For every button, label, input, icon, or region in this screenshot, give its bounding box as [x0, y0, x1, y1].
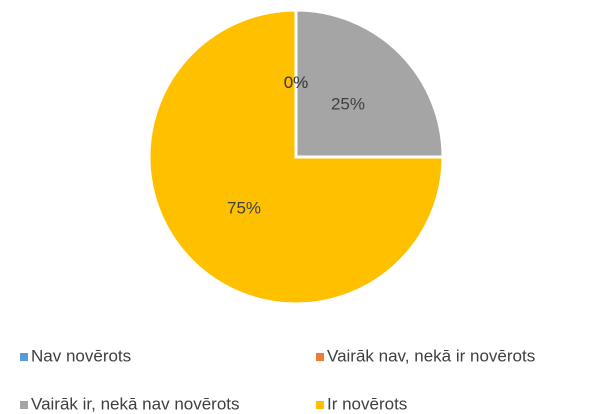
data-label: 0%: [284, 73, 309, 92]
legend-label: Vairāk ir, nekā nav novērots: [31, 394, 240, 413]
pie-slice: [147, 8, 445, 306]
legend-swatch: [20, 401, 28, 409]
pie-slice: [294, 8, 445, 159]
legend-label: Vairāk nav, nekā ir novērots: [327, 346, 535, 365]
legend-label: Nav novērots: [31, 346, 131, 365]
legend-label: Ir novērots: [327, 394, 407, 413]
legend-swatch: [20, 353, 28, 361]
data-label: 0%: [284, 73, 309, 92]
data-label: 25%: [331, 95, 365, 114]
legend-swatch: [316, 401, 324, 409]
legend-swatch: [316, 353, 324, 361]
data-label: 75%: [227, 198, 261, 217]
